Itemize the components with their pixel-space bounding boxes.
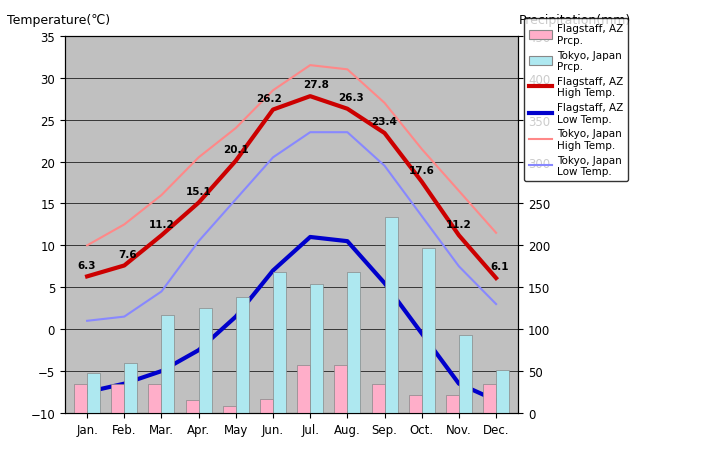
- Text: 26.2: 26.2: [256, 94, 282, 104]
- Text: 15.1: 15.1: [186, 186, 212, 196]
- Text: 6.1: 6.1: [490, 262, 509, 272]
- Text: 11.2: 11.2: [446, 219, 472, 229]
- Bar: [409, 395, 422, 413]
- Bar: [74, 384, 87, 413]
- Text: 27.8: 27.8: [303, 80, 329, 90]
- Bar: [222, 406, 236, 413]
- Bar: [273, 273, 286, 413]
- Bar: [297, 365, 310, 413]
- Bar: [161, 315, 174, 413]
- Text: 7.6: 7.6: [119, 249, 138, 259]
- Bar: [148, 384, 161, 413]
- Bar: [199, 308, 212, 413]
- Bar: [372, 384, 384, 413]
- Bar: [186, 401, 199, 413]
- Bar: [483, 384, 496, 413]
- Bar: [112, 384, 125, 413]
- Text: Precipitation(mm): Precipitation(mm): [518, 14, 631, 27]
- Bar: [125, 363, 138, 413]
- Bar: [310, 284, 323, 413]
- Bar: [459, 336, 472, 413]
- Text: 26.3: 26.3: [338, 93, 364, 103]
- Legend: Flagstaff, AZ
Prcp., Tokyo, Japan
Prcp., Flagstaff, AZ
High Temp., Flagstaff, AZ: Flagstaff, AZ Prcp., Tokyo, Japan Prcp.,…: [523, 19, 629, 182]
- Bar: [347, 273, 361, 413]
- Text: 11.2: 11.2: [148, 219, 174, 229]
- Text: 17.6: 17.6: [409, 166, 435, 175]
- Text: 6.3: 6.3: [78, 260, 96, 270]
- Text: Temperature(℃): Temperature(℃): [7, 14, 110, 27]
- Bar: [496, 370, 509, 413]
- Text: 20.1: 20.1: [223, 145, 248, 155]
- Bar: [422, 248, 435, 413]
- Bar: [334, 365, 347, 413]
- Text: 23.4: 23.4: [372, 117, 397, 127]
- Bar: [384, 218, 397, 413]
- Bar: [87, 373, 100, 413]
- Bar: [446, 395, 459, 413]
- Bar: [236, 298, 249, 413]
- Bar: [260, 399, 273, 413]
